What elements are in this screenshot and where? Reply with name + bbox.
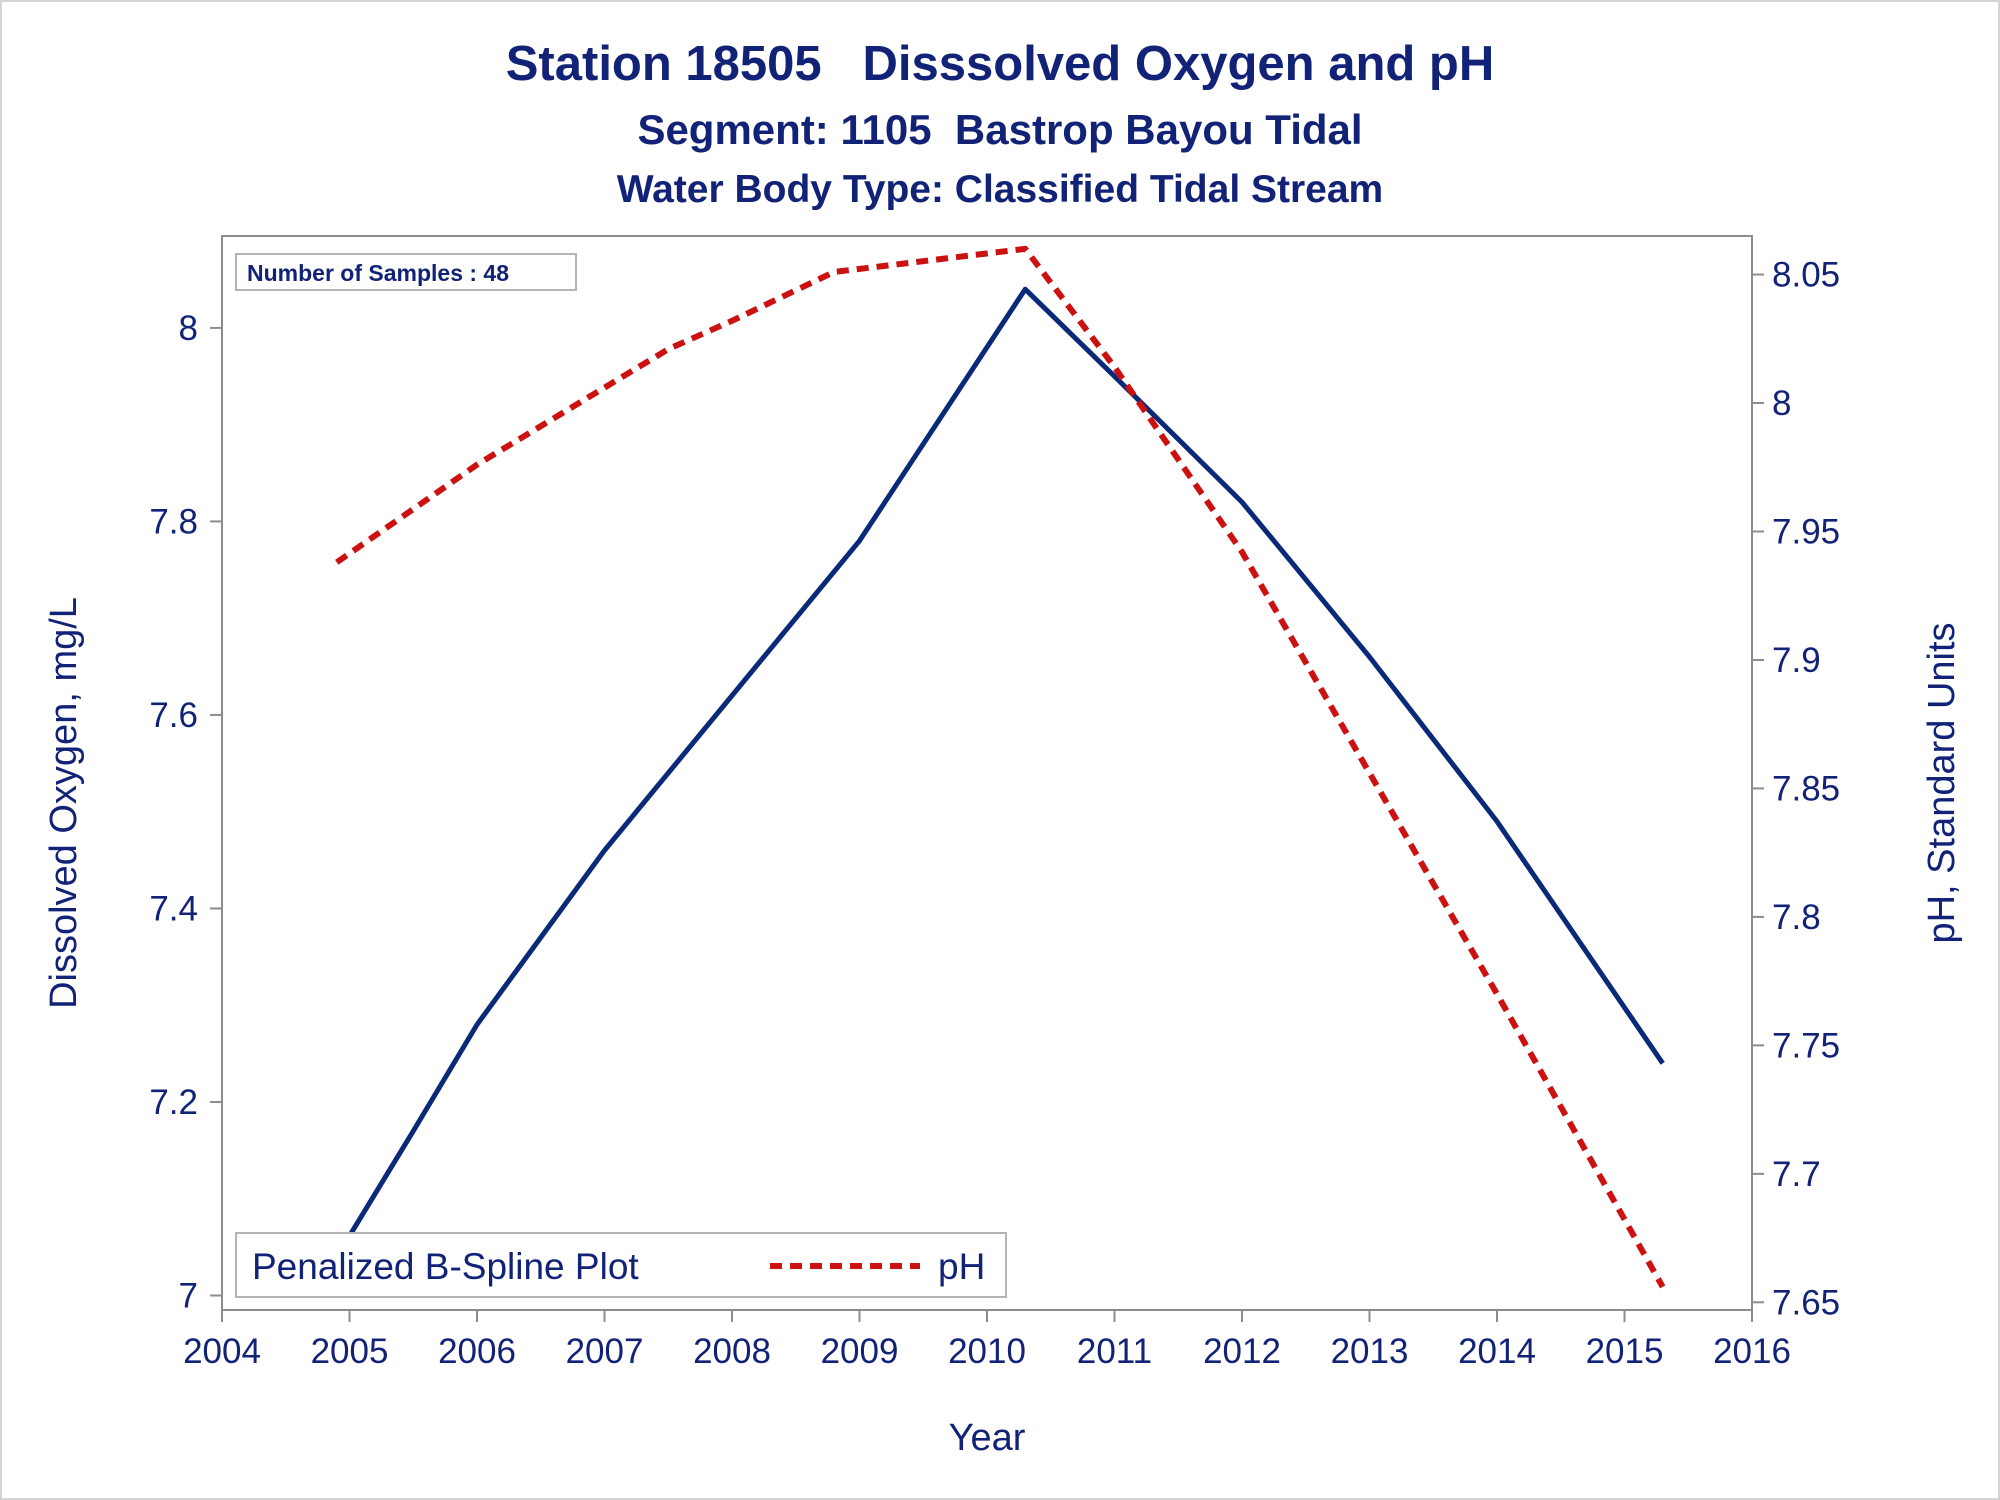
x-tick-label: 2013 <box>1331 1332 1409 1371</box>
x-axis: 2004 2005 2006 2007 2008 2009 2010 2011 2012 2013… <box>183 1310 1791 1371</box>
y2-tick-label: 8 <box>1772 384 1791 423</box>
y-tick-label: 7.6 <box>149 696 198 735</box>
y2-axis-label: pH, Standard Units <box>1921 622 1963 943</box>
legend-title: Penalized B-Spline Plot <box>252 1246 639 1287</box>
y2-tick-label: 8.05 <box>1772 256 1840 295</box>
x-axis-label: Year <box>949 1417 1026 1459</box>
x-tick-label: 2012 <box>1203 1332 1281 1371</box>
x-tick-label: 2014 <box>1458 1332 1536 1371</box>
x-tick-label: 2008 <box>693 1332 771 1371</box>
ph-series-line <box>335 245 1666 1289</box>
y2-tick-label: 7.65 <box>1772 1283 1840 1322</box>
y-tick-label: 8 <box>179 309 198 348</box>
x-tick-label: 2005 <box>311 1332 389 1371</box>
sample-count-border <box>235 253 577 291</box>
y2-tick-label: 7.85 <box>1772 769 1840 808</box>
chart-title: Station 18505 Disssolved Oxygen and pH <box>505 37 1495 91</box>
legend: Penalized B-Spline Plot pH <box>235 1232 1007 1298</box>
dissolved-oxygen-series-line <box>334 286 1665 1259</box>
x-tick-label: 2009 <box>821 1332 899 1371</box>
y2-tick-label: 7.7 <box>1772 1155 1821 1194</box>
x-tick-label: 2016 <box>1713 1332 1791 1371</box>
x-tick-label: 2011 <box>1077 1332 1152 1371</box>
y-tick-label: 7.2 <box>149 1083 198 1122</box>
y-tick-label: 7.4 <box>149 889 198 928</box>
y-tick-label: 7.8 <box>149 502 198 541</box>
chart-subtitle-water-body: Water Body Type: Classified Tidal Stream <box>616 168 1384 211</box>
chart-subtitle-segment: Segment: 1105 Bastrop Bayou Tidal <box>637 106 1363 153</box>
y-axis-left: 7 7.2 7.4 7.6 7.8 8 <box>149 309 222 1315</box>
x-tick-label: 2007 <box>566 1332 644 1371</box>
plot-area <box>221 235 1753 1311</box>
y-axis-right: 7.65 7.7 7.75 7.8 7.85 7.9 7.95 8 8.05 <box>1752 256 1840 1322</box>
x-tick-label: 2006 <box>438 1332 516 1371</box>
y2-tick-label: 7.8 <box>1772 898 1821 937</box>
series-layer <box>334 245 1666 1289</box>
x-tick-label: 2004 <box>183 1332 261 1371</box>
sample-count-text: Number of Samples : 48 <box>247 260 509 286</box>
y2-tick-label: 7.95 <box>1772 512 1840 551</box>
legend-label-ph: pH <box>938 1246 985 1287</box>
y-tick-label: 7 <box>179 1276 198 1315</box>
x-tick-label: 2015 <box>1586 1332 1664 1371</box>
y-axis-label: Dissolved Oxygen, mg/L <box>43 597 85 1009</box>
sample-count-box: Number of Samples : 48 <box>235 253 577 291</box>
y2-tick-label: 7.75 <box>1772 1026 1840 1065</box>
x-tick-label: 2010 <box>948 1332 1026 1371</box>
y2-tick-label: 7.9 <box>1772 641 1821 680</box>
